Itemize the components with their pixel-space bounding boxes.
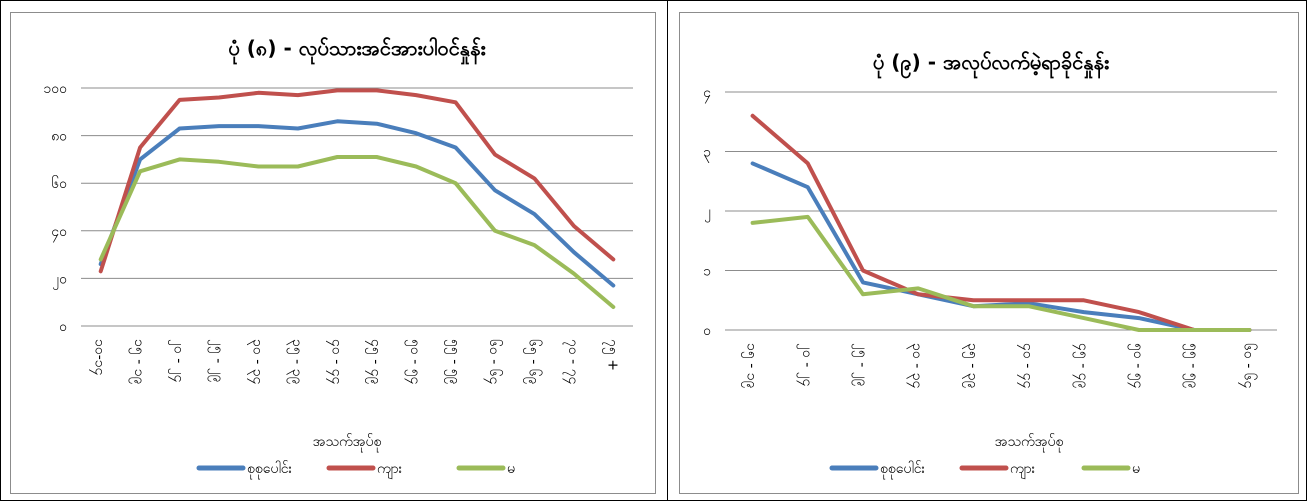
x-axis-title: အသက်အုပ်စု	[313, 434, 382, 452]
x-tick-label: ၇၅ +	[602, 339, 620, 371]
legend-label: ကျား	[377, 461, 403, 479]
x-tick-label: ၂၀ - ၂၄	[797, 343, 815, 387]
y-tick-label: ၈၀	[51, 129, 67, 145]
x-tick-label: ၆၅ - ၆၉	[523, 339, 541, 385]
legend-label: စုစုပေါင်း	[880, 461, 926, 479]
y-tick-label: ၂၀	[52, 271, 67, 289]
x-tick-label: ၅၀ - ၅၄	[1128, 343, 1146, 389]
x-tick-label: ၅၀ - ၅၄	[405, 339, 423, 385]
chart-title: ပုံ (၉) - အလုပ်လက်မဲ့ရာခိုင်နှုန်း	[873, 50, 1109, 79]
x-tick-label: ၃၅ - ၃၉	[287, 339, 305, 385]
panel-divider	[667, 0, 668, 501]
chart-title: ပုံ (၈) - လုပ်သားအင်အားပါဝင်နှုန်း	[228, 36, 485, 65]
x-axis-title: အသက်အုပ်စု	[995, 434, 1064, 452]
x-tick-label: ၄၅ - ၄၉	[366, 339, 384, 385]
legend-label: မ	[1132, 461, 1140, 477]
y-tick-label: ၂	[704, 204, 711, 222]
chart-unemployment-rate: ပုံ (၉) - အလုပ်လက်မဲ့ရာခိုင်နှုန်း ၀၁၂၃၄…	[703, 50, 1277, 479]
chart-panel-unemployment-rate: ပုံ (၉) - အလုပ်လက်မဲ့ရာခိုင်နှုန်း ၀၁၂၃၄…	[679, 12, 1299, 494]
y-tick-label: ၄၀	[51, 224, 67, 242]
y-tick-label: ၁	[703, 264, 711, 280]
x-tick-label: ၄၅ - ၄၉	[1073, 343, 1091, 389]
y-tick-label: ၁၀၀	[43, 81, 67, 97]
series-line	[750, 214, 1252, 332]
x-tick-label: ၁၅ - ၁၉	[742, 343, 760, 389]
x-tick-label: ၆၀ - ၆၄	[484, 339, 502, 385]
x-tick-label: ၂၅ - ၂၉	[852, 343, 870, 387]
x-tick-label: ၁၀-၁၄	[90, 339, 108, 376]
y-tick-label: ၃	[703, 145, 711, 163]
legend-label: စုစုပေါင်း	[247, 461, 293, 479]
chart-labor-participation: ပုံ (၈) - လုပ်သားအင်အားပါဝင်နှုန်း ၀၂၀၄၀…	[43, 36, 633, 479]
series-line	[98, 155, 616, 309]
chart-panel-labor-participation: ပုံ (၈) - လုပ်သားအင်အားပါဝင်နှုန်း ၀၂၀ ၄၀…	[10, 12, 656, 494]
x-tick-label: ၂၀ - ၂၄	[169, 339, 187, 383]
legend-label: ကျား	[1010, 461, 1036, 479]
x-tick-label: ၃၀ - ၃၄	[247, 339, 265, 385]
x-tick-label: ၅၅ - ၅၉	[1183, 343, 1201, 389]
x-tick-label: ၅၅ - ၅၉	[445, 339, 463, 385]
y-tick-label: ၆၀	[51, 176, 67, 192]
x-tick-label: ၇၀ - ၇၄	[563, 339, 581, 385]
x-tick-label: ၂၅ - ၂၉	[208, 339, 226, 383]
y-tick-label: ၀	[59, 319, 67, 335]
series-line	[98, 119, 616, 288]
x-tick-label: ၃၀ - ၃၄	[907, 343, 925, 389]
y-tick-label: ၄	[703, 85, 711, 103]
x-tick-label: ၄၀ - ၄၄	[326, 339, 344, 385]
series-line	[98, 88, 616, 274]
y-tick-label: ၀	[703, 323, 711, 339]
x-tick-label: ၄၀ - ၄၄	[1018, 343, 1036, 389]
legend-label: မ	[507, 461, 515, 477]
x-tick-label: ၆၀ - ၆၄	[1238, 343, 1256, 389]
x-tick-label: ၁၅ - ၁၉	[129, 339, 147, 385]
x-tick-label: ၃၅ - ၃၉	[962, 343, 980, 389]
series-line	[750, 113, 1252, 332]
